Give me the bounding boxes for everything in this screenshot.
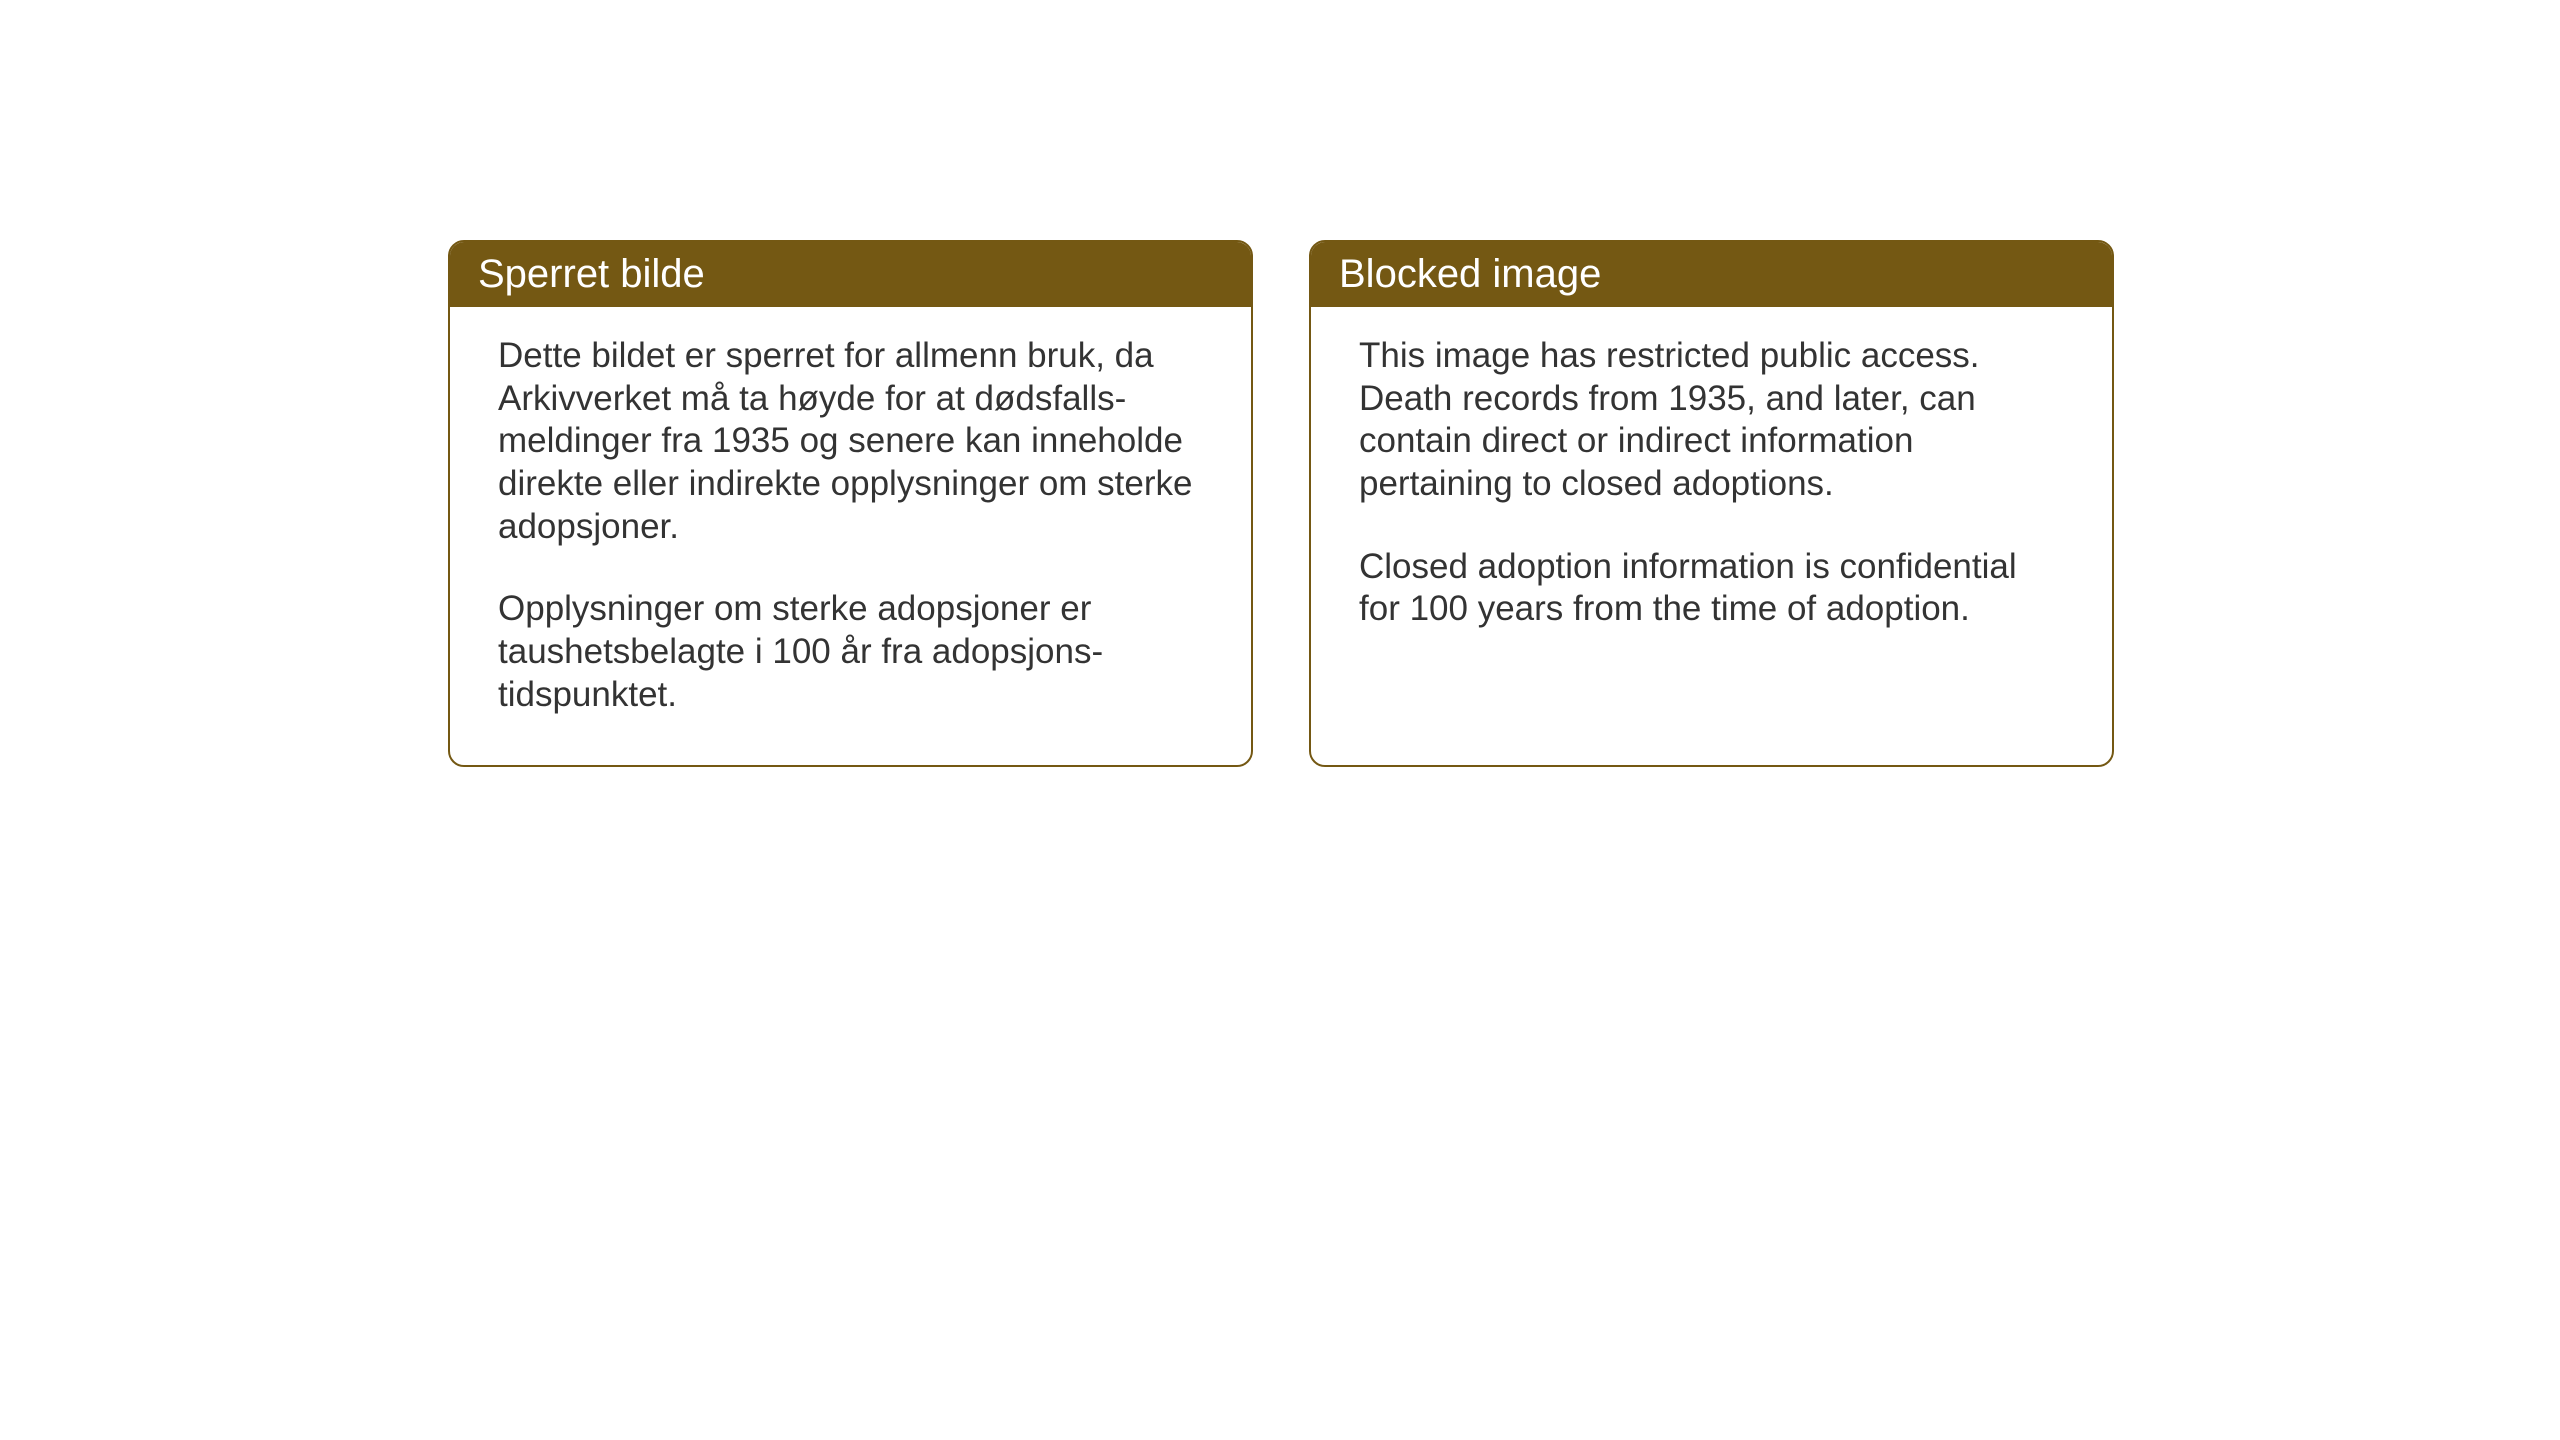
card-body: Dette bildet er sperret for allmenn bruk… xyxy=(450,307,1251,765)
card-english: Blocked image This image has restricted … xyxy=(1309,240,2114,767)
card-paragraph: Opplysninger om sterke adopsjoner er tau… xyxy=(498,588,1203,716)
card-header-title: Sperret bilde xyxy=(450,242,1251,307)
card-paragraph: This image has restricted public access.… xyxy=(1359,335,2064,506)
card-norwegian: Sperret bilde Dette bildet er sperret fo… xyxy=(448,240,1253,767)
card-paragraph: Closed adoption information is confident… xyxy=(1359,546,2064,631)
card-paragraph: Dette bildet er sperret for allmenn bruk… xyxy=(498,335,1203,548)
cards-container: Sperret bilde Dette bildet er sperret fo… xyxy=(448,240,2560,767)
card-body: This image has restricted public access.… xyxy=(1311,307,2112,679)
card-header-title: Blocked image xyxy=(1311,242,2112,307)
